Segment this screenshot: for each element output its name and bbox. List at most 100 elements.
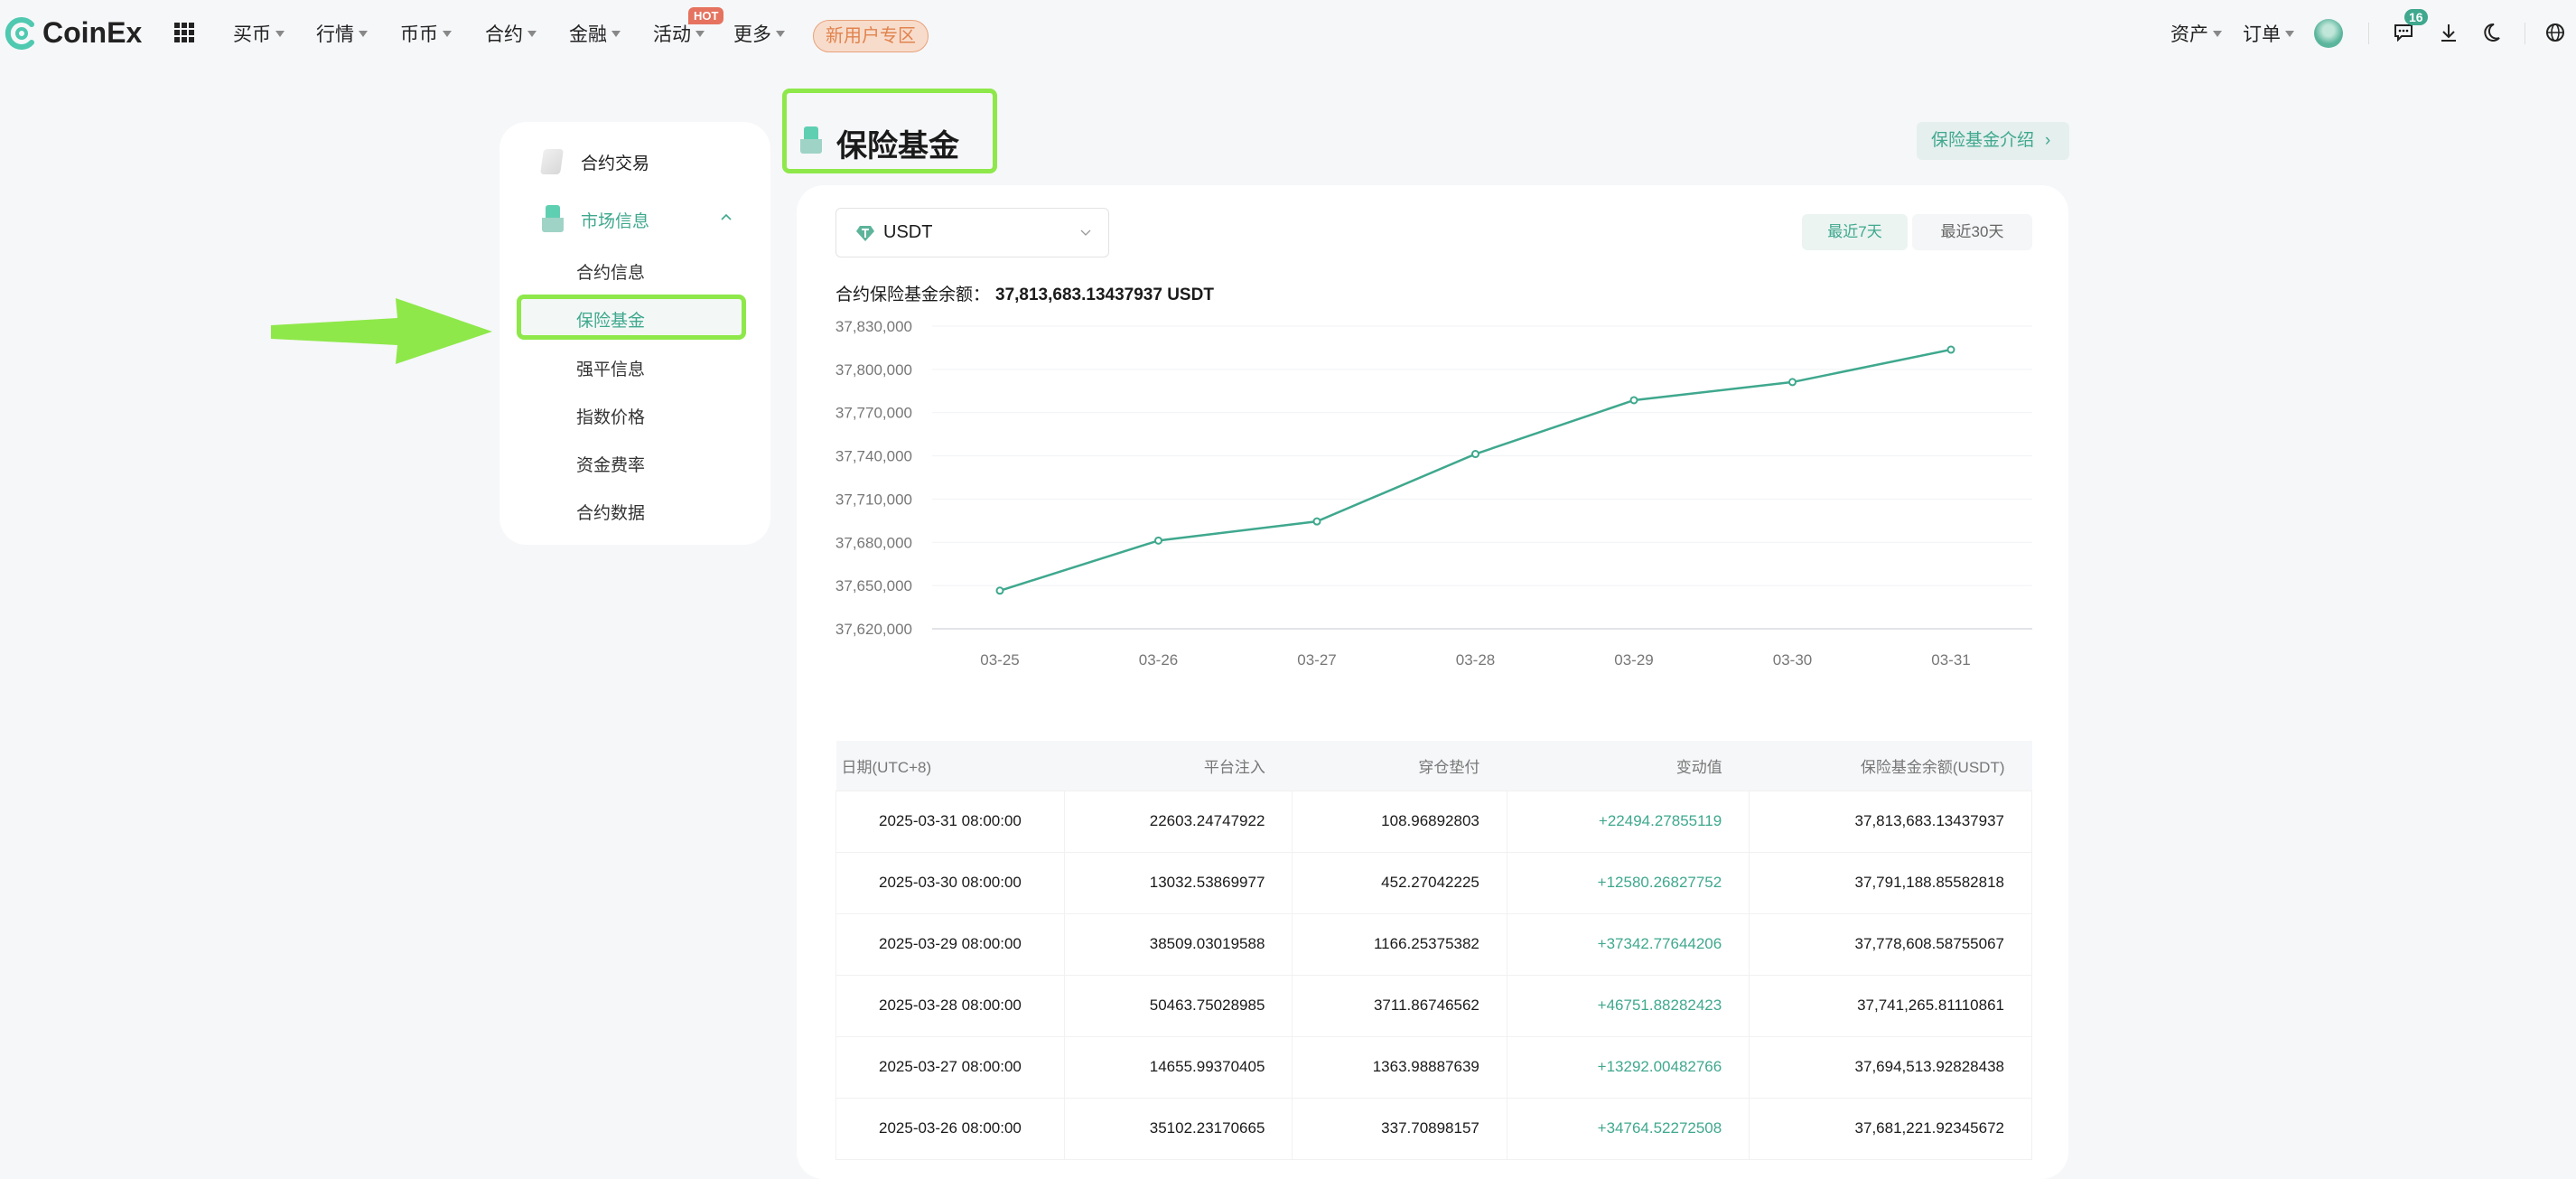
intro-label: 保险基金介绍 xyxy=(1931,131,2035,150)
table-row: 2025-03-26 08:00:00 35102.23170665 337.708… xyxy=(835,1097,2032,1160)
x-tick-label: 03-28 xyxy=(1456,651,1495,669)
nav-label: 活动 xyxy=(653,24,691,45)
cell-liquidation-payout: 1363.98887639 xyxy=(1292,1035,1507,1099)
table-row: 2025-03-31 08:00:00 22603.24747922 108.968… xyxy=(835,790,2032,853)
apps-grid-icon[interactable] xyxy=(174,23,194,42)
nav-events[interactable]: 活动 xyxy=(653,20,705,47)
cell-balance: 37,813,683.13437937 xyxy=(1749,790,2032,853)
table-header-row: 日期(UTC+8) 平台注入 穿仓垫付 变动值 保险基金余额(USDT) xyxy=(835,741,2032,791)
cell-liquidation-payout: 108.96892803 xyxy=(1292,790,1507,853)
nav-more[interactable]: 更多 xyxy=(733,20,785,47)
sidebar-group-market-info[interactable]: 市场信息 xyxy=(581,212,650,231)
cell-liquidation-payout: 452.27042225 xyxy=(1292,851,1507,914)
cell-balance: 37,778,608.58755067 xyxy=(1749,912,2032,976)
message-icon[interactable] xyxy=(2394,23,2413,42)
caret-down-icon xyxy=(695,30,705,37)
title-highlight xyxy=(782,89,997,173)
dark-mode-moon-icon[interactable] xyxy=(2482,23,2500,42)
y-tick-label: 37,830,000 xyxy=(835,318,912,335)
nav-futures[interactable]: 合约 xyxy=(485,20,537,47)
y-tick-label: 37,740,000 xyxy=(835,448,912,465)
col-date: 日期(UTC+8) xyxy=(835,741,1065,791)
caret-down-icon xyxy=(776,30,785,37)
cell-change: +46751.88282423 xyxy=(1506,974,1750,1037)
tab-last-7-days[interactable]: 最近7天 xyxy=(1802,214,1908,250)
chevron-down-icon xyxy=(1080,229,1091,236)
coin-select[interactable]: USDT xyxy=(835,208,1109,257)
cell-date: 2025-03-30 08:00:00 xyxy=(835,851,1065,914)
data-point xyxy=(1471,450,1479,459)
tab-last-30-days[interactable]: 最近30天 xyxy=(1912,214,2032,250)
y-tick-label: 37,770,000 xyxy=(835,405,912,422)
language-globe-icon[interactable] xyxy=(2545,23,2565,42)
nav-spot[interactable]: 币币 xyxy=(400,20,452,47)
col-platform-injection: 平台注入 xyxy=(1064,741,1293,791)
page-title: 保险基金 xyxy=(836,129,959,164)
data-point xyxy=(1154,536,1162,545)
message-count-badge: 16 xyxy=(2404,9,2428,25)
cell-change: +13292.00482766 xyxy=(1506,1035,1750,1099)
sidebar-item-liquidation-info[interactable]: 强平信息 xyxy=(576,360,646,379)
data-point xyxy=(1629,396,1638,405)
cell-change: +12580.26827752 xyxy=(1506,851,1750,914)
table-row: 2025-03-28 08:00:00 50463.75028985 3711.86… xyxy=(835,974,2032,1037)
cell-change: +22494.27855119 xyxy=(1506,790,1750,853)
cell-platform-injection: 14655.99370405 xyxy=(1063,1035,1293,1099)
caret-down-icon xyxy=(275,30,285,37)
cell-date: 2025-03-27 08:00:00 xyxy=(835,1035,1065,1099)
cell-date: 2025-03-26 08:00:00 xyxy=(835,1097,1065,1160)
sidebar-item-index-price[interactable]: 指数价格 xyxy=(576,408,646,427)
sidebar-item-funding-rate[interactable]: 资金费率 xyxy=(576,456,646,475)
cell-date: 2025-03-28 08:00:00 xyxy=(835,974,1065,1037)
nav-label: 金融 xyxy=(569,24,607,45)
orders-menu[interactable]: 订单 xyxy=(2243,20,2294,47)
x-tick-label: 03-29 xyxy=(1614,651,1653,669)
data-point xyxy=(995,586,1004,595)
cell-balance: 37,681,221.92345672 xyxy=(1749,1097,2032,1160)
cell-liquidation-payout: 337.70898157 xyxy=(1292,1097,1507,1160)
nav-finance[interactable]: 金融 xyxy=(569,20,621,47)
cell-balance: 37,741,265.81110861 xyxy=(1749,974,2032,1037)
nav-markets[interactable]: 行情 xyxy=(316,20,368,47)
chevron-up-icon[interactable] xyxy=(720,212,733,221)
futures-trading-icon xyxy=(540,149,564,174)
sidebar-item-insurance-fund[interactable]: 保险基金 xyxy=(576,312,646,331)
cell-liquidation-payout: 1166.25375382 xyxy=(1292,912,1507,976)
coinex-logo-icon xyxy=(5,16,34,50)
cell-balance: 37,694,513.92828438 xyxy=(1749,1035,2032,1099)
sidebar-item-contract-data[interactable]: 合约数据 xyxy=(576,504,646,523)
cell-date: 2025-03-29 08:00:00 xyxy=(835,912,1065,976)
cell-change: +34764.52272508 xyxy=(1506,1097,1750,1160)
divider xyxy=(2368,23,2369,44)
logo-text: CoinEx xyxy=(42,16,143,49)
nav-label: 订单 xyxy=(2243,24,2281,45)
nav-label: 合约 xyxy=(485,24,523,45)
sidebar-item-futures-trading[interactable]: 合约交易 xyxy=(581,154,650,173)
insurance-fund-line-chart: 37,620,000 37,650,000 37,680,000 37,710,000… xyxy=(835,318,2032,669)
cell-platform-injection: 35102.23170665 xyxy=(1063,1097,1293,1160)
sidebar-item-contract-info[interactable]: 合约信息 xyxy=(576,264,646,283)
data-point xyxy=(1788,378,1797,387)
assets-menu[interactable]: 资产 xyxy=(2170,20,2222,47)
new-user-zone-button[interactable]: 新用户专区 xyxy=(813,20,929,52)
top-nav: CoinEx 买币 行情 币币 合约 金融 活动 HOT 更多 新用户专区 资产… xyxy=(0,0,2576,65)
y-tick-label: 37,680,000 xyxy=(835,534,912,551)
download-icon[interactable] xyxy=(2440,23,2458,42)
insurance-fund-table: 日期(UTC+8) 平台注入 穿仓垫付 变动值 保险基金余额(USDT) 202… xyxy=(835,741,2032,1160)
insurance-fund-intro-button[interactable]: 保险基金介绍 › xyxy=(1917,122,2069,160)
caret-down-icon xyxy=(2213,30,2222,37)
col-change: 变动值 xyxy=(1507,741,1750,791)
nav-buy-crypto[interactable]: 买币 xyxy=(233,20,285,47)
avatar[interactable] xyxy=(2314,19,2343,48)
cell-date: 2025-03-31 08:00:00 xyxy=(835,790,1065,853)
sidebar-item-insurance-fund-highlight[interactable] xyxy=(517,295,746,340)
coin-value: USDT xyxy=(883,222,933,242)
caret-down-icon xyxy=(359,30,368,37)
cell-balance: 37,791,188.85582818 xyxy=(1749,851,2032,914)
coinex-logo[interactable]: CoinEx xyxy=(5,16,142,50)
x-tick-label: 03-30 xyxy=(1773,651,1812,669)
cell-change: +37342.77644206 xyxy=(1506,912,1750,976)
y-tick-label: 37,800,000 xyxy=(835,361,912,379)
nav-label: 币币 xyxy=(400,24,438,45)
x-tick-label: 03-27 xyxy=(1297,651,1336,669)
